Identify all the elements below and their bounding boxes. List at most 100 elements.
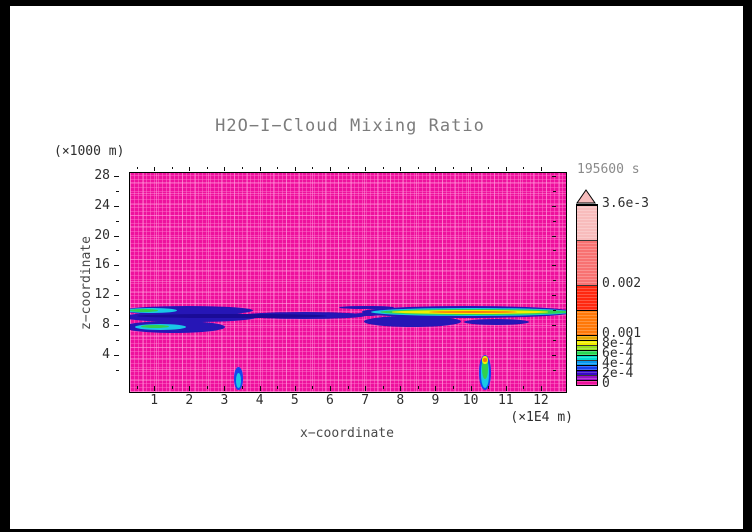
x-tick-label: 4	[255, 393, 264, 408]
contour-feature-core-left-navy	[137, 313, 327, 319]
contour-feature-band-left-upper	[130, 305, 254, 315]
contour-feature-plume-b-orange	[483, 357, 487, 363]
z-major-tick	[114, 205, 119, 207]
colorbar-segment	[577, 350, 597, 355]
z-major-tick-right	[552, 295, 556, 297]
z-minor-tick-right	[553, 190, 556, 192]
x-minor-tick-top	[488, 167, 490, 169]
x-axis-title: x−coordinate	[300, 426, 394, 441]
x-minor-tick-top	[171, 167, 173, 169]
colorbar-segment	[577, 370, 597, 375]
heatmap-plot-area	[129, 172, 567, 393]
x-major-tick	[329, 386, 331, 391]
x-minor-tick	[242, 386, 244, 389]
x-minor-tick-top	[136, 167, 138, 169]
contour-feature-plume-a-core	[236, 372, 242, 389]
x-major-tick	[400, 386, 402, 391]
time-annotation: 195600 s	[577, 162, 640, 177]
z-major-tick-right	[552, 175, 556, 177]
colorbar-tick-label: 6e-4	[602, 346, 634, 361]
colorbar-segment	[577, 335, 597, 340]
x-tick-label: 12	[533, 393, 549, 408]
contour-feature-spot-left-green	[130, 308, 159, 313]
x-major-tick	[365, 386, 367, 391]
z-minor-tick-right	[553, 250, 556, 252]
x-axis-unit-label: (×1E4 m)	[510, 410, 573, 425]
x-major-tick-top	[259, 167, 261, 171]
z-minor-tick-right	[553, 280, 556, 282]
x-major-tick-top	[365, 167, 367, 171]
x-major-tick-top	[505, 167, 507, 171]
colorbar-tick-label: 2e-4	[602, 366, 634, 381]
z-minor-tick-right	[553, 370, 556, 372]
x-major-tick-top	[154, 167, 156, 171]
x-tick-label: 6	[326, 393, 334, 408]
x-minor-tick-top	[540, 167, 542, 169]
colorbar-segment	[577, 365, 597, 370]
contour-feature-plume-b-green	[481, 358, 489, 380]
x-minor-tick-top	[312, 167, 314, 169]
colorbar-overflow-arrow-icon	[576, 189, 596, 204]
x-minor-tick	[206, 386, 208, 389]
x-minor-tick	[277, 386, 279, 389]
y-axis-unit-label: (×1000 m)	[54, 144, 125, 159]
colorbar-tick-label: 3.6e-3	[602, 196, 649, 211]
z-minor-tick	[116, 190, 119, 192]
colorbar-segment	[577, 340, 597, 345]
z-minor-tick	[116, 370, 119, 372]
x-minor-tick	[540, 386, 542, 389]
z-tick-label: 20	[94, 227, 110, 243]
x-minor-tick	[312, 386, 314, 389]
x-minor-tick-top	[206, 167, 208, 169]
colorbar-segment	[577, 240, 597, 285]
colorbar-segment	[577, 355, 597, 360]
colorbar-segment	[577, 360, 597, 365]
x-tick-label: 1	[150, 393, 159, 408]
z-major-tick	[114, 235, 119, 237]
x-major-tick	[224, 386, 226, 391]
z-tick-label: 4	[102, 347, 110, 363]
x-minor-tick-top	[417, 167, 419, 169]
x-minor-tick-top	[382, 167, 384, 169]
x-major-tick	[259, 386, 261, 391]
x-tick-label: 10	[462, 393, 479, 408]
z-tick-label: 24	[94, 197, 110, 213]
colorbar-labels: 3.6e-3 0.002 0.001 8e-4 6e-4 4e-4 2e-4 0	[602, 197, 662, 391]
x-major-tick-top	[470, 167, 472, 171]
contour-feature-band-connector	[351, 312, 382, 317]
z-tick-label: 28	[94, 167, 110, 183]
z-tick-label: 12	[94, 287, 110, 303]
z-major-tick	[114, 265, 119, 267]
x-major-tick	[294, 386, 296, 391]
z-minor-tick-right	[553, 340, 556, 342]
x-tick-label: 5	[290, 393, 299, 408]
x-minor-tick-top	[277, 167, 279, 169]
z-major-tick-right	[552, 325, 556, 327]
x-tick-label: 2	[185, 393, 194, 408]
colorbar-scale	[576, 204, 598, 386]
colorbar-segment	[577, 285, 597, 310]
contour-feature-lobe-right-lower	[363, 316, 461, 328]
x-major-tick-top	[540, 167, 542, 171]
z-major-tick	[114, 325, 119, 327]
colorbar-segment	[577, 345, 597, 350]
colorbar-tick-label: 0	[602, 376, 610, 391]
x-minor-tick	[488, 386, 490, 389]
x-minor-tick	[382, 386, 384, 389]
x-tick-label: 3	[220, 393, 229, 408]
x-major-tick-top	[435, 167, 437, 171]
x-minor-tick	[347, 386, 349, 389]
x-major-tick-top	[189, 167, 191, 171]
y-axis-title: z−coordinate	[79, 236, 94, 330]
z-tick-label: 8	[102, 317, 110, 333]
x-major-tick-top	[294, 167, 296, 171]
contour-feature-streak-right-lower	[464, 319, 530, 326]
x-major-tick-top	[329, 167, 331, 171]
colorbar-tick-label: 4e-4	[602, 356, 634, 371]
z-major-tick	[114, 355, 119, 357]
x-major-tick	[435, 386, 437, 391]
colorbar	[576, 189, 598, 386]
plot-canvas: H2O−I−Cloud Mixing Ratio (×1000 m) 19560…	[10, 6, 743, 529]
colorbar-segment	[577, 380, 597, 385]
